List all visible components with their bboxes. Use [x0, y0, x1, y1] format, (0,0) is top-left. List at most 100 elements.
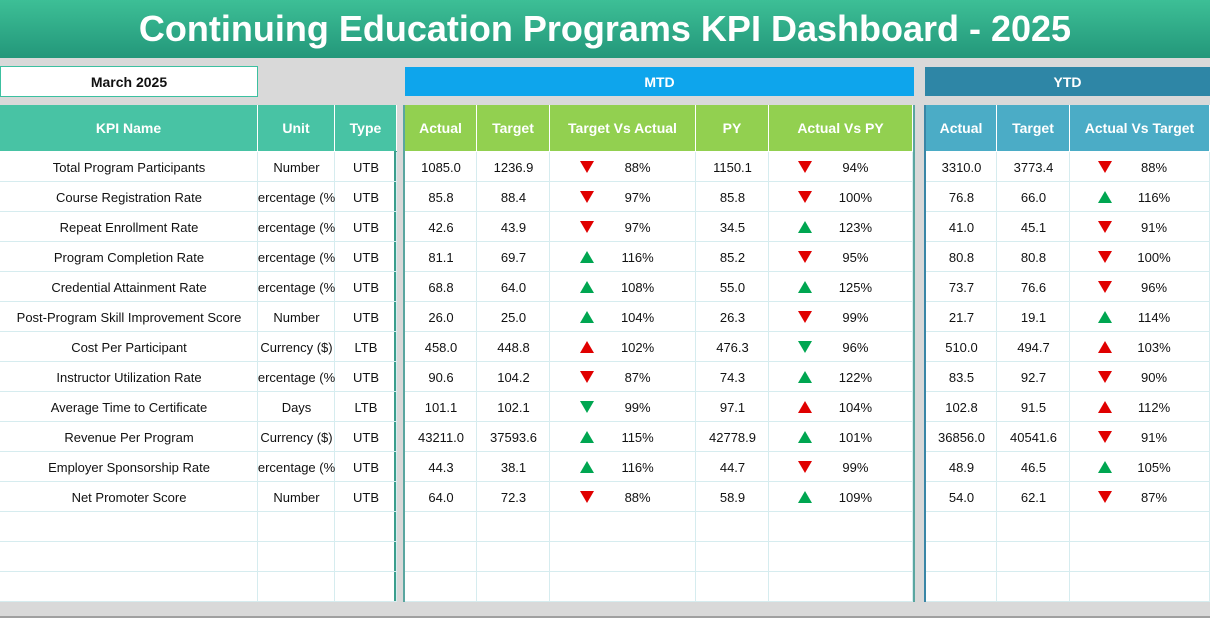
cell-border — [258, 242, 335, 272]
cell-text: ercentage (% — [258, 459, 335, 475]
cell-text: 37593.6 — [490, 429, 537, 445]
kpi-name: Program Completion Rate — [53, 249, 205, 265]
cell-border — [405, 272, 477, 302]
cell-text: 62.1 — [1020, 489, 1047, 505]
cell-text: 73.7 — [948, 279, 975, 295]
percent: 87% — [1140, 489, 1168, 505]
arrow-shape — [579, 341, 594, 353]
cell-border — [696, 482, 769, 512]
cell-text: UTB — [353, 489, 379, 505]
cell-border — [997, 242, 1070, 272]
cell-border — [405, 572, 477, 602]
cell-text: 448.8 — [497, 339, 530, 355]
cell-text: ercentage (% — [258, 369, 335, 385]
cell-text: 1085.0 — [421, 159, 461, 175]
cell-border — [258, 482, 335, 512]
cell-text: 102.8 — [945, 399, 978, 415]
cell-text: 26.3 — [719, 309, 746, 325]
cell-border — [769, 572, 913, 602]
cell-text: Number — [273, 309, 320, 325]
cell-text: ercentage (% — [258, 279, 335, 295]
percent: 90% — [1140, 369, 1168, 385]
cell-border — [477, 422, 550, 452]
cell-border — [997, 272, 1070, 302]
percent: 101% — [838, 429, 873, 445]
cell-border — [258, 422, 335, 452]
cell-text: 85.8 — [719, 189, 746, 205]
percent: 94% — [842, 159, 869, 175]
cell-border — [477, 542, 550, 572]
cell-border — [550, 392, 696, 422]
cell-border — [769, 542, 913, 572]
kpi-name: Course Registration Rate — [56, 189, 202, 205]
cell-text: 41.0 — [948, 219, 975, 235]
cell-border — [696, 542, 769, 572]
cell-border — [405, 482, 477, 512]
cell-text: 36856.0 — [938, 429, 985, 445]
cell-text: 510.0 — [945, 339, 978, 355]
cell-border — [769, 392, 913, 422]
month[interactable]: March 2025 — [0, 66, 258, 97]
cell-border — [477, 332, 550, 362]
cell-border — [0, 272, 258, 302]
cell-border — [258, 272, 335, 302]
cell-border — [997, 452, 1070, 482]
cell-border — [335, 452, 397, 482]
cell-border — [477, 512, 550, 542]
cell-border — [0, 332, 258, 362]
left-section — [0, 105, 397, 602]
cell-text: 3310.0 — [941, 159, 982, 175]
cell-border — [258, 542, 335, 572]
cell-text: 458.0 — [424, 339, 458, 355]
cell-border — [926, 512, 997, 542]
kpi-name: Revenue Per Program — [64, 429, 194, 445]
percent: 115% — [621, 429, 654, 445]
cell-border — [997, 572, 1070, 602]
cell-border — [335, 272, 397, 302]
column-header: Type — [335, 105, 397, 151]
column-header: Actual Vs PY — [769, 105, 913, 151]
percent: 88% — [624, 489, 651, 505]
cell-text: 19.1 — [1020, 309, 1047, 325]
cell-border — [997, 362, 1070, 392]
arrow-shape — [1098, 311, 1112, 323]
arrow-up — [579, 281, 594, 293]
arrow-shape — [1098, 221, 1112, 233]
column-header: Actual — [405, 105, 477, 151]
cell-border — [550, 272, 696, 302]
cell-text: 21.7 — [948, 309, 975, 325]
cell-text: 42778.9 — [709, 429, 756, 445]
cell-border — [696, 152, 769, 182]
percent: 97% — [624, 189, 651, 205]
arrow-shape — [579, 221, 594, 233]
cell-border — [696, 212, 769, 242]
cell-border — [477, 392, 550, 422]
cell-border — [477, 572, 550, 602]
cell-text: 101.1 — [424, 399, 458, 415]
cell-border — [926, 242, 997, 272]
arrow-up — [1098, 311, 1112, 323]
cell-border — [550, 362, 696, 392]
percent: 99% — [842, 459, 869, 475]
cell-border — [0, 572, 258, 602]
cell-text: 42.6 — [428, 219, 454, 235]
cell-border — [926, 542, 997, 572]
arrow-down — [798, 191, 812, 203]
cell-border — [405, 542, 477, 572]
cell-border — [258, 332, 335, 362]
cell-border — [405, 182, 477, 212]
cell-border — [477, 452, 550, 482]
percent: 109% — [838, 489, 873, 505]
cell-border — [696, 182, 769, 212]
arrow-shape — [1098, 161, 1112, 173]
arrow-down — [579, 191, 594, 203]
cell-text: ercentage (% — [258, 249, 335, 265]
cell-border — [335, 572, 397, 602]
arrow-shape — [798, 251, 812, 263]
cell-border — [335, 542, 397, 572]
cell-border — [550, 422, 696, 452]
cell-text: 83.5 — [948, 369, 975, 385]
cell-text: 80.8 — [1020, 249, 1047, 265]
cell-text: 88.4 — [500, 189, 527, 205]
